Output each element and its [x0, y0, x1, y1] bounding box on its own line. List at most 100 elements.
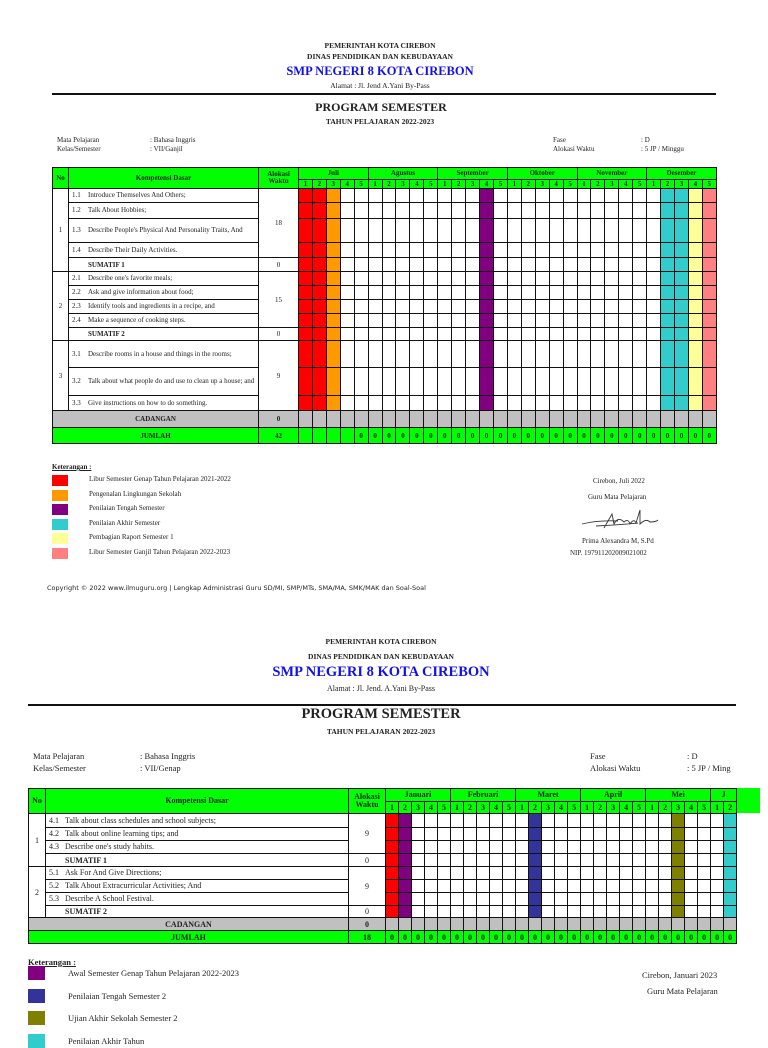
column-header-no: No: [28, 788, 46, 814]
week-cell: [385, 879, 399, 893]
week-cell: [381, 285, 397, 300]
academic-year: TAHUN PELAJARAN 2022-2023: [326, 727, 436, 736]
jumlah-week-value: 0: [619, 930, 634, 944]
week-cell: [658, 892, 673, 906]
week-cell: [367, 257, 383, 272]
week-header: 4: [479, 179, 494, 189]
alokasi-value: 9: [258, 340, 299, 411]
week-header: 4: [619, 801, 634, 814]
week-cell: [463, 853, 478, 867]
week-cell: [515, 917, 530, 931]
week-cell: [476, 866, 491, 880]
week-cell: [528, 905, 543, 918]
week-cell: [353, 410, 369, 428]
week-cell: [367, 340, 383, 368]
week-cell: [710, 827, 725, 841]
kompetensi-dasar-item: 2.2 Ask and give information about food;: [72, 288, 258, 296]
week-cell: [479, 271, 494, 286]
week-cell: [395, 395, 411, 411]
week-cell: [489, 827, 504, 841]
week-cell: [424, 866, 438, 880]
month-header: Desember: [646, 167, 717, 180]
week-cell: [548, 410, 564, 428]
week-cell: [398, 840, 412, 854]
week-cell: [506, 202, 522, 219]
week-cell: [548, 218, 564, 243]
week-header: 4: [424, 801, 438, 814]
jumlah-week-value: 0: [492, 427, 508, 444]
week-cell: [339, 340, 355, 368]
week-cell: [646, 299, 662, 314]
week-cell: [593, 840, 608, 854]
kd-code: 4.2: [49, 829, 59, 839]
week-header: 2: [658, 801, 673, 814]
week-cell: [465, 257, 481, 272]
week-cell: [311, 327, 327, 341]
week-cell: [411, 892, 425, 906]
week-header: 3: [465, 179, 481, 189]
week-cell: [395, 271, 411, 286]
week-cell: [409, 410, 425, 428]
week-cell: [660, 271, 675, 286]
week-cell: [339, 242, 355, 258]
week-cell: [646, 218, 662, 243]
kd-text: Talk about online learning tips; and: [65, 829, 179, 839]
week-cell: [520, 271, 536, 286]
kd-text: Describe rooms in a house and things in …: [88, 349, 232, 358]
subject-label: Mata Pelajaran: [33, 751, 85, 761]
week-cell: [463, 905, 478, 918]
week-cell: [606, 905, 621, 918]
week-cell: [298, 313, 313, 328]
week-cell: [632, 367, 648, 396]
week-cell: [604, 285, 620, 300]
week-header: 4: [554, 801, 569, 814]
week-cell: [339, 313, 355, 328]
week-header: 5: [492, 179, 508, 189]
column-header-alokasi-waktu: Alokasi Waktu: [258, 167, 299, 189]
table-row: 1.4 Describe Their Daily Activities.: [53, 242, 717, 258]
week-cell: [479, 410, 494, 428]
week-cell: [632, 271, 648, 286]
kd-text: Describe one's study habits.: [65, 842, 154, 852]
jumlah-week-value: 0: [701, 427, 717, 444]
legend-label: Ujian Akhir Sekolah Semester 2: [68, 1013, 178, 1023]
week-cell: [353, 242, 369, 258]
week-cell: [436, 905, 452, 918]
sumatif-label: SUMATIF 2: [45, 905, 349, 918]
week-cell: [541, 866, 556, 880]
kompetensi-dasar-item: 1.3 Describe People's Physical And Person…: [72, 226, 258, 234]
week-cell: [674, 218, 689, 243]
alokasi-value: 9: [348, 866, 386, 906]
week-cell: [567, 840, 582, 854]
week-cell: [395, 188, 411, 203]
week-cell: [451, 285, 467, 300]
week-cell: [502, 879, 517, 893]
week-header: 2: [660, 179, 675, 189]
week-cell: [298, 340, 313, 368]
week-cell: [660, 242, 675, 258]
week-cell: [436, 840, 452, 854]
jumlah-week-value: 0: [409, 427, 425, 444]
jumlah-week-value: [311, 427, 327, 444]
week-cell: [311, 410, 327, 428]
kompetensi-dasar-item: 1.1 Introduce Themselves And Others;: [72, 191, 258, 199]
week-cell: [660, 188, 675, 203]
week-cell: [687, 395, 703, 411]
week-cell: [411, 853, 425, 867]
week-cell: [619, 879, 634, 893]
jumlah-week-value: 0: [465, 427, 481, 444]
week-cell: [506, 299, 522, 314]
week-cell: [339, 410, 355, 428]
week-cell: [562, 285, 578, 300]
week-cell: [423, 271, 439, 286]
week-cell: [492, 257, 508, 272]
week-cell: [645, 866, 660, 880]
week-cell: [528, 813, 543, 828]
week-cell: [710, 879, 725, 893]
week-cell: [465, 410, 481, 428]
kd-code: 2.2: [72, 288, 81, 297]
kompetensi-dasar-cell: 5.3 Describe A School Festival.: [45, 892, 349, 906]
week-cell: [492, 202, 508, 219]
week-cell: [646, 188, 662, 203]
